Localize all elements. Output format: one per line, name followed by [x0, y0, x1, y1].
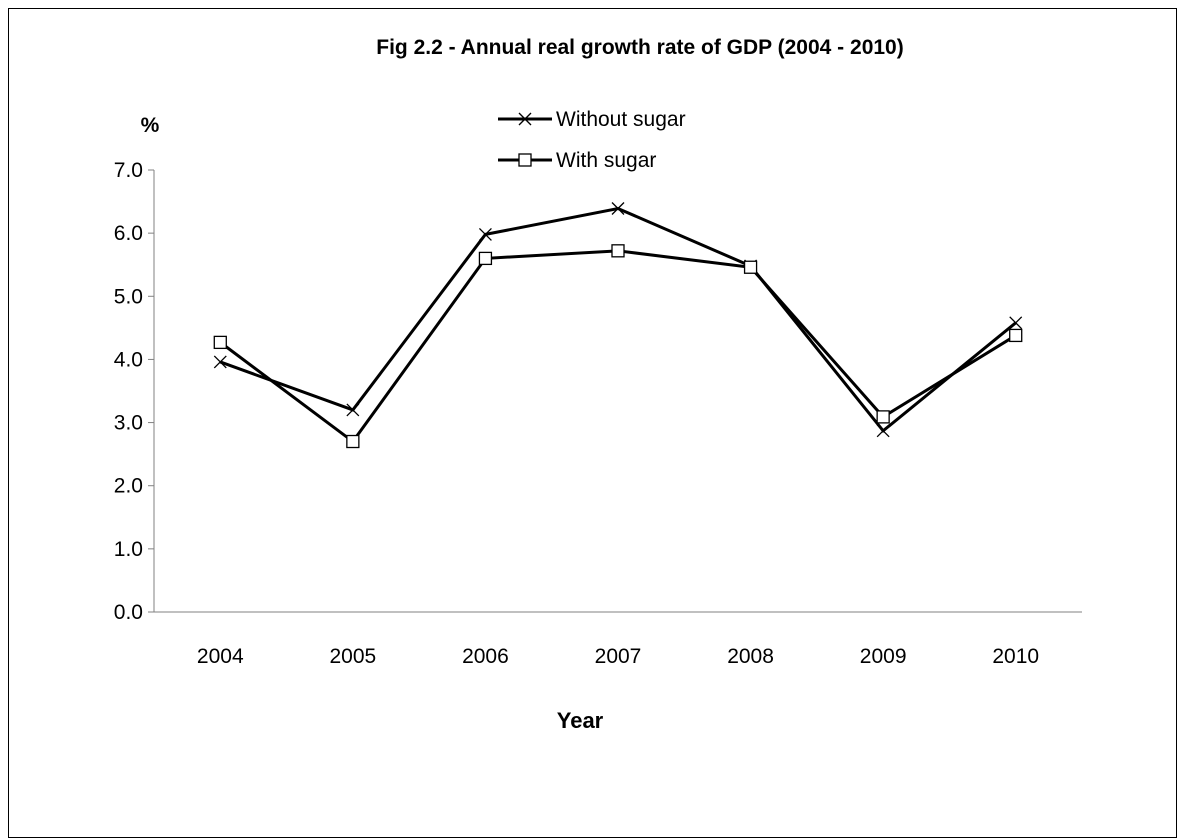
- x-tick-label: 2007: [595, 645, 642, 668]
- y-tick-label: 1.0: [114, 538, 143, 561]
- x-tick-label: 2004: [197, 645, 244, 668]
- series-line-without-sugar: [219, 206, 1017, 433]
- legend-marker-icon: [518, 153, 532, 167]
- data-point-without-sugar: [213, 355, 227, 369]
- x-tick-label: 2006: [462, 645, 509, 668]
- axes: 0.0 1.0 2.0 3.0 4.0 5.0 6.0 7.0 2004 2005 2006 2007…: [114, 159, 1082, 668]
- y-tick-label: 6.0: [114, 222, 143, 245]
- y-tick-label: 5.0: [114, 285, 143, 308]
- legend-item-without-sugar: Without sugar: [498, 108, 686, 131]
- y-tick-label: 7.0: [114, 159, 143, 182]
- data-point-with-sugar: [876, 410, 890, 424]
- legend-label: Without sugar: [556, 108, 686, 131]
- data-point-without-sugar: [876, 424, 890, 438]
- x-tick-label: 2005: [329, 645, 376, 668]
- data-point-with-sugar: [346, 434, 360, 449]
- y-tick-label: 2.0: [114, 475, 143, 498]
- data-point-with-sugar: [478, 251, 493, 266]
- data-point-with-sugar: [743, 260, 758, 274]
- data-point-without-sugar: [611, 202, 625, 215]
- data-point-without-sugar: [346, 403, 360, 417]
- x-tick-label: 2009: [860, 645, 907, 668]
- legend-item-with-sugar: With sugar: [498, 149, 656, 172]
- x-tick-label: 2010: [992, 645, 1039, 668]
- chart-title: Fig 2.2 - Annual real growth rate of GDP…: [376, 36, 903, 59]
- data-point-without-sugar: [1009, 316, 1023, 330]
- x-axis-label: Year: [557, 708, 604, 733]
- legend: Without sugar With sugar: [498, 108, 686, 172]
- legend-marker-icon: [518, 112, 532, 126]
- y-tick-label: 0.0: [114, 601, 143, 624]
- data-point-with-sugar: [1009, 328, 1023, 343]
- y-tick-label: 4.0: [114, 348, 143, 371]
- data-point-without-sugar: [478, 227, 492, 241]
- data-point-with-sugar: [213, 335, 227, 350]
- y-tick-label: 3.0: [114, 412, 143, 435]
- data-point-with-sugar: [611, 244, 625, 258]
- y-axis-unit-label: %: [141, 114, 160, 137]
- legend-label: With sugar: [556, 149, 656, 172]
- series-layer: [213, 202, 1023, 449]
- x-tick-label: 2008: [727, 645, 774, 668]
- series-line-with-sugar: [219, 249, 1017, 444]
